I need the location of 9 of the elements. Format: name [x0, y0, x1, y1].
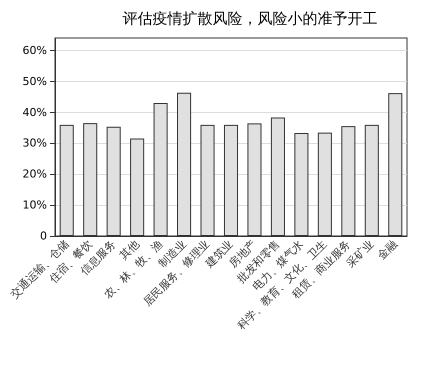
chart-title: 评估疫情扩散风险，风险小的准予开工: [122, 10, 378, 28]
y-tick-label: 20%: [22, 168, 47, 181]
y-tick-label: 40%: [22, 106, 47, 119]
y-tick-label: 50%: [22, 74, 47, 88]
x-tick-label: 金融: [375, 237, 400, 262]
y-tick-label: 10%: [22, 198, 47, 212]
y-tick-label: 0: [40, 230, 47, 242]
y-tick-label: 60%: [22, 44, 47, 57]
y-tick-label: 30%: [22, 136, 47, 150]
